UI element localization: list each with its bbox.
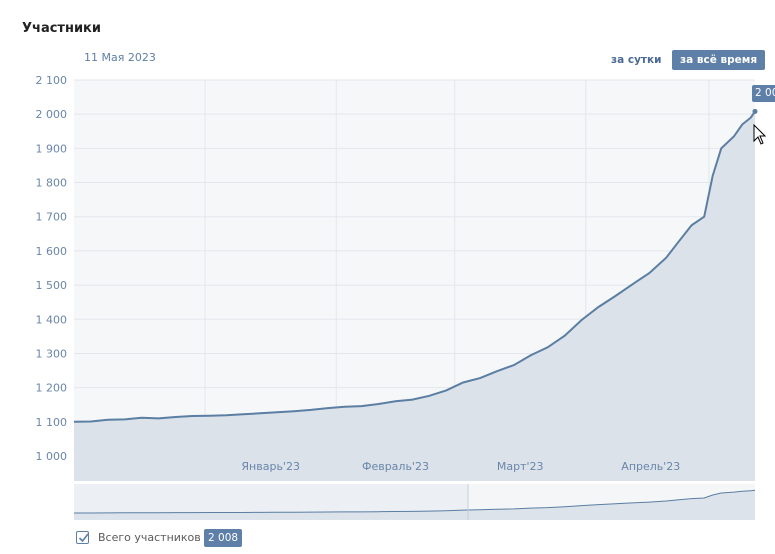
y-tick-label: 1 800 bbox=[36, 177, 68, 190]
y-tick-label: 1 600 bbox=[36, 245, 68, 258]
x-axis: Январь'23 Февраль'23 Март'23 Апрель'23 bbox=[241, 460, 680, 473]
area-series bbox=[73, 108, 758, 482]
legend-value-badge: 2 008 bbox=[204, 529, 243, 547]
x-tick-label: Февраль'23 bbox=[362, 460, 429, 473]
navigator-line bbox=[74, 489, 756, 514]
y-tick-label: 1 200 bbox=[36, 382, 68, 395]
y-axis: 2 100 2 000 1 900 1 800 1 700 1 600 1 500 1 400… bbox=[36, 74, 68, 463]
page-title: Участники bbox=[22, 21, 101, 36]
y-tick-label: 1 500 bbox=[36, 279, 68, 292]
mouse-cursor-icon bbox=[753, 124, 767, 145]
range-navigator[interactable] bbox=[74, 484, 756, 520]
y-tick-label: 1 400 bbox=[36, 313, 68, 326]
y-tick-label: 1 000 bbox=[36, 450, 68, 463]
x-tick-label: Апрель'23 bbox=[621, 460, 680, 473]
current-date-label: 11 Мая 2023 bbox=[84, 51, 156, 64]
series-area-fill bbox=[74, 111, 755, 482]
y-tick-label: 2 000 bbox=[36, 108, 68, 121]
y-tick-label: 1 700 bbox=[36, 211, 68, 224]
tooltip-value-badge: 2 00 bbox=[752, 85, 775, 102]
y-tick-label: 1 900 bbox=[36, 142, 68, 155]
x-tick-label: Январь'23 bbox=[241, 460, 300, 473]
x-tick-label: Март'23 bbox=[497, 460, 544, 473]
period-day-button[interactable]: за сутки bbox=[611, 54, 662, 66]
y-tick-label: 2 100 bbox=[36, 74, 68, 87]
legend-checkbox[interactable] bbox=[76, 531, 89, 544]
checkmark-icon bbox=[78, 533, 89, 543]
period-all-time-button[interactable]: за всё время bbox=[672, 50, 766, 70]
series-line bbox=[73, 110, 756, 423]
y-tick-label: 1 300 bbox=[36, 347, 68, 360]
series-last-point bbox=[752, 108, 758, 114]
y-tick-label: 1 100 bbox=[36, 416, 68, 429]
legend-label: Всего участников bbox=[98, 531, 201, 544]
